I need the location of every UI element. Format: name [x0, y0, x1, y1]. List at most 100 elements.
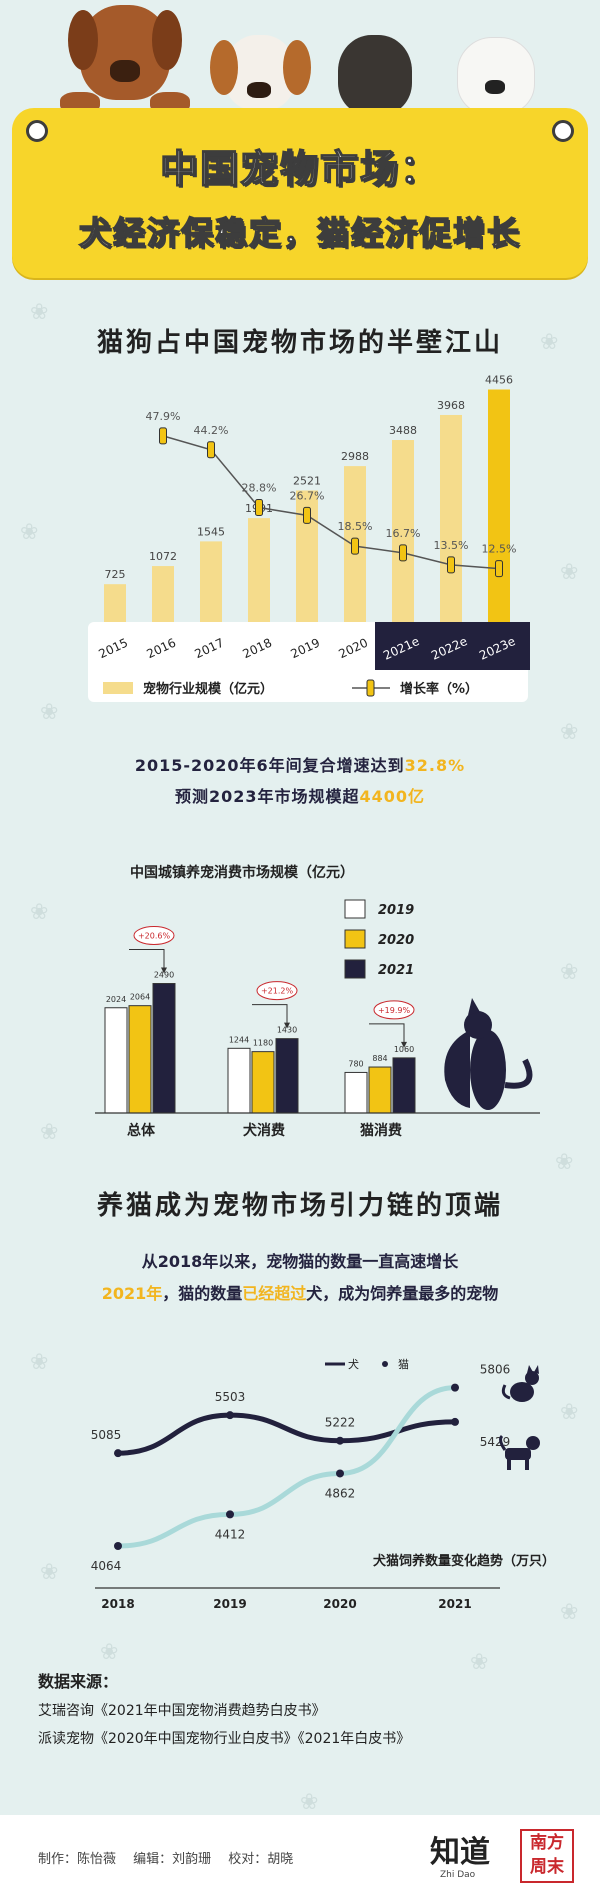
zhidao-logo-sub: Zhi Dao	[440, 1870, 476, 1880]
paw-print-icon: ❀	[470, 1650, 489, 1675]
chart3-point	[114, 1542, 122, 1550]
legend-cat-label: 猫	[398, 1358, 409, 1371]
chart1-bar	[392, 440, 414, 622]
chart1-growth-point	[399, 544, 407, 562]
chart2-bar-value: 2490	[154, 971, 174, 980]
chart1-bar	[440, 414, 462, 622]
chart2-bar-value: 2024	[106, 995, 126, 1004]
chart3-point	[114, 1449, 122, 1458]
chart3-point-label: 4412	[215, 1527, 246, 1541]
paw-print-icon: ❀	[20, 520, 39, 545]
paw-print-icon: ❀	[560, 960, 579, 985]
chart3-point	[336, 1436, 344, 1445]
chart2-growth-label: +20.6%	[138, 932, 171, 941]
chart2-bar	[104, 1007, 128, 1114]
chart1-growth-label: 47.9%	[146, 410, 181, 423]
chart3-point-label: 5429	[480, 1435, 511, 1449]
sources-label: 数据来源：	[38, 1672, 119, 1691]
chart1-growth-label: 12.5%	[482, 543, 517, 556]
banner-hole-left	[26, 120, 48, 142]
paw-print-icon: ❀	[560, 1600, 579, 1625]
chart3-point-label: 4064	[91, 1559, 122, 1573]
chart2-bar	[227, 1047, 251, 1114]
chart3-point	[336, 1469, 344, 1478]
legend-bar-swatch	[103, 682, 133, 694]
chart3-x-tick: 2021	[438, 1597, 471, 1611]
forecast-note-prefix: 预测2023年市场规模超	[174, 787, 360, 806]
source-item-2: 派读宠物《2020年中国宠物行业白皮书》《2021年白皮书》	[38, 1731, 411, 1747]
chart2-growth-arrow	[252, 1004, 288, 1025]
dog-illustration-1	[60, 0, 190, 120]
chart2-growth-arrowhead	[284, 1022, 290, 1029]
chart1-bar	[104, 584, 126, 622]
chart3-point	[226, 1510, 234, 1519]
chart3-x-tick: 2018	[101, 1597, 134, 1611]
chart2-bar	[368, 1066, 392, 1114]
chart1-growth-point	[495, 560, 503, 578]
bone-marker-icon	[366, 679, 375, 697]
credits: 制作：陈怡薇 编辑：刘韵珊 校对：胡晓	[38, 1852, 294, 1867]
chart1-bar	[488, 389, 510, 622]
chart3-legend: 犬 猫	[325, 1357, 409, 1371]
dog-cat-silhouette-icon	[444, 998, 533, 1110]
chart2-legend-label: 2021	[378, 963, 414, 978]
chart1-bar-value: 1072	[149, 550, 177, 563]
chart2-growth-label: +21.2%	[261, 987, 294, 996]
dog-icon	[499, 1434, 540, 1470]
section3-line1: 从2018年以来，宠物猫的数量一直高速增长	[141, 1252, 459, 1271]
section3-line2: 2021年，猫的数量已经超过犬，成为饲养量最多的宠物	[0, 1280, 600, 1304]
paw-print-icon: ❀	[560, 1400, 579, 1425]
paw-print-icon: ❀	[40, 1560, 59, 1585]
chart1-bar	[296, 490, 318, 622]
cat-icon	[501, 1365, 539, 1402]
chart3-point	[451, 1383, 459, 1392]
chart2-legend-swatch	[344, 899, 366, 919]
chart2-bar	[152, 983, 176, 1114]
chart2-category-label: 总体	[127, 1122, 156, 1139]
chart3-point-label: 4862	[325, 1486, 356, 1500]
chart1-bar-value: 2521	[293, 474, 321, 487]
legend-line-label: 增长率（%）	[400, 681, 478, 697]
chart1-growth-label: 44.2%	[194, 424, 229, 437]
chart2-bar-value: 1180	[253, 1039, 273, 1048]
chart2-bar	[251, 1051, 275, 1114]
section3-line2-end: 犬，成为饲养量最多的宠物	[306, 1284, 499, 1303]
paw-print-icon: ❀	[30, 300, 49, 325]
chart1-growth-label: 28.8%	[242, 482, 277, 495]
chart3-point-label: 5085	[91, 1428, 122, 1442]
chart2-growth-label: +19.9%	[378, 1006, 411, 1015]
chart3-point-label: 5503	[215, 1390, 246, 1404]
chart3-series-line	[115, 1385, 458, 1549]
chart2-category-label: 猫消费	[360, 1122, 402, 1139]
chart2-legend-label: 2019	[378, 903, 414, 918]
chart1-growth-label: 18.5%	[338, 520, 373, 533]
cagr-note: 2015-2020年6年间复合增速达到32.8%	[0, 752, 600, 776]
paw-print-icon: ❀	[300, 1790, 319, 1815]
paw-print-icon: ❀	[30, 900, 49, 925]
title-banner: 中国宠物市场： 犬经济保稳定，猫经济促增长	[12, 108, 588, 278]
chart2-category-label: 犬消费	[243, 1122, 285, 1139]
chart2-bar-value: 884	[372, 1054, 387, 1063]
chart2-legend-label: 2020	[378, 933, 414, 948]
banner-hole-right	[552, 120, 574, 142]
section3-line2-emph: 已经超过	[242, 1284, 307, 1303]
chart1-growth-point	[351, 537, 359, 555]
chart3-title: 犬猫饲养数量变化趋势（万只）	[373, 1553, 555, 1569]
chart1-bar-value: 3488	[389, 424, 417, 437]
chart1-growth-point	[447, 556, 455, 574]
chart1-bar-value: 1545	[197, 525, 225, 538]
chart2-bar-value: 2064	[130, 993, 150, 1002]
dog-illustration-4	[445, 32, 545, 117]
chart3-point-label: 5806	[480, 1363, 511, 1377]
pet-count-chart: 犬 猫 5085 5503 5222 5429 4064 4412 4862 5806 犬猫饲…	[91, 1357, 555, 1611]
chart2-growth-arrowhead	[401, 1041, 407, 1048]
paw-print-icon: ❀	[30, 1350, 49, 1375]
paw-print-icon: ❀	[560, 720, 579, 745]
chart1-forecast-band	[375, 622, 530, 670]
chart2-growth-bubble	[256, 981, 298, 1001]
chart2-growth-arrow	[129, 949, 165, 970]
chart2-growth-arrowhead	[161, 967, 167, 974]
legend-bar-label: 宠物行业规模（亿元）	[143, 681, 273, 697]
paw-print-icon: ❀	[560, 560, 579, 585]
infzm-logo: 南方周末	[520, 1829, 574, 1883]
